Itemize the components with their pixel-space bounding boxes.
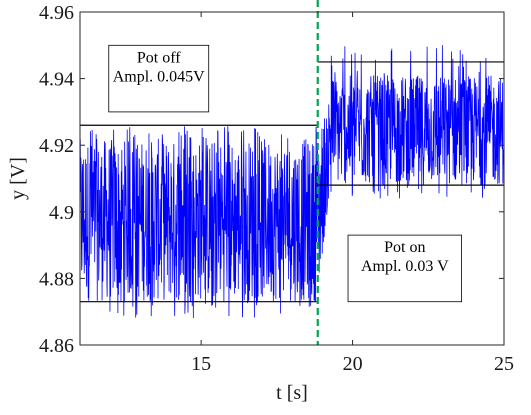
annotation-text: Ampl. 0.045V [113,68,205,85]
x-axis-label: t [s] [276,382,308,404]
y-axis-label: y [V] [7,157,29,200]
annotation-box [108,44,210,113]
envelope-layer [80,61,504,303]
annotation-layer: Pot off Ampl. 0.045V Pot on Ampl. 0.03 V [108,44,462,303]
y-tick-label: 4.88 [39,268,74,290]
y-tick-label: 4.96 [39,2,74,24]
x-tick-label: 20 [343,353,363,375]
annotation-text: Ampl. 0.03 V [361,258,449,275]
x-tick-label: 25 [494,353,514,375]
signal-line [79,45,505,318]
annotation-box [347,234,462,303]
y-tick-label: 4.92 [39,135,74,157]
y-tick-label: 4.9 [49,202,74,224]
tick-layer: 15 20 25 4.86 4.88 4.9 4.92 4.94 4.96 [39,2,514,375]
y-tick-label: 4.94 [39,69,74,91]
annotation-text: Pot off [137,49,181,66]
y-tick-label: 4.86 [39,335,74,357]
signal-layer [79,45,505,318]
axes-box [79,11,505,346]
x-tick-label: 15 [191,353,211,375]
annotation-text: Pot on [384,239,425,256]
